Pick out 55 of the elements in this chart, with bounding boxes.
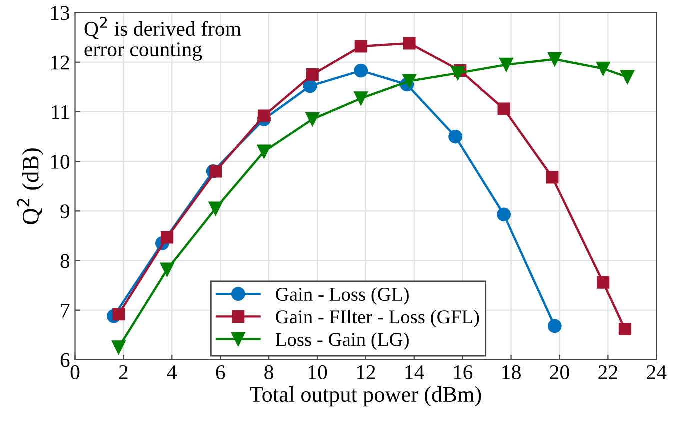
x-tick-label: 6 [216, 365, 226, 380]
point [208, 202, 223, 216]
point [548, 319, 562, 334]
point [497, 208, 511, 222]
point [597, 276, 610, 289]
x-axis-title: Total output power (dBm) [250, 386, 482, 407]
y-tick-label: 12 [51, 56, 70, 70]
point [209, 165, 222, 178]
point [112, 308, 126, 321]
point [160, 262, 174, 277]
point [546, 171, 559, 184]
point [620, 70, 635, 84]
point [498, 102, 510, 116]
x-tick-label: 16 [454, 365, 473, 380]
point [403, 37, 416, 50]
point [500, 58, 514, 72]
y-tick-label: 7 [61, 304, 70, 318]
x-tick-label: 24 [647, 365, 667, 380]
point [618, 322, 632, 336]
point [257, 144, 272, 159]
point [354, 92, 368, 106]
x-tick-label: 8 [264, 365, 274, 380]
point [306, 68, 319, 82]
y-tick-label: 6 [60, 353, 70, 368]
x-tick-label: 18 [502, 365, 521, 380]
y-tick-label: 10 [51, 154, 70, 170]
point [354, 40, 368, 53]
x-tick-label: 20 [550, 365, 570, 380]
y-tick-label: 9 [60, 204, 70, 219]
y-tick-label: 13 [51, 6, 70, 20]
point [306, 112, 320, 126]
x-tick-label: 10 [308, 365, 328, 380]
point [112, 340, 126, 355]
x-tick-label: 12 [357, 365, 376, 380]
point [596, 62, 610, 76]
point [548, 52, 562, 66]
point [354, 64, 368, 78]
point [448, 130, 463, 144]
legend-label: Loss - Gain (LG) [276, 332, 409, 350]
x-tick-label: 0 [70, 365, 80, 380]
point [451, 66, 465, 80]
x-tick-label: 2 [119, 365, 128, 380]
point [258, 110, 270, 122]
point [402, 74, 416, 88]
legend-label: Gain - FIlter - Loss (GFL) [276, 310, 480, 328]
legend-label: Gain - Loss (GL) [276, 287, 409, 306]
annotation: Q$^{2}$ is derived from error counting [84, 17, 242, 61]
x-tick-label: 22 [598, 365, 618, 380]
x-tick-label: 14 [406, 366, 424, 380]
point [303, 79, 318, 94]
y-axis-title: Q$^{2}$ (dB) [17, 148, 44, 224]
x-tick-label: 4 [167, 366, 178, 380]
point [161, 231, 174, 244]
y-tick-label: 8 [60, 254, 70, 268]
y-tick-label: 11 [52, 105, 70, 120]
